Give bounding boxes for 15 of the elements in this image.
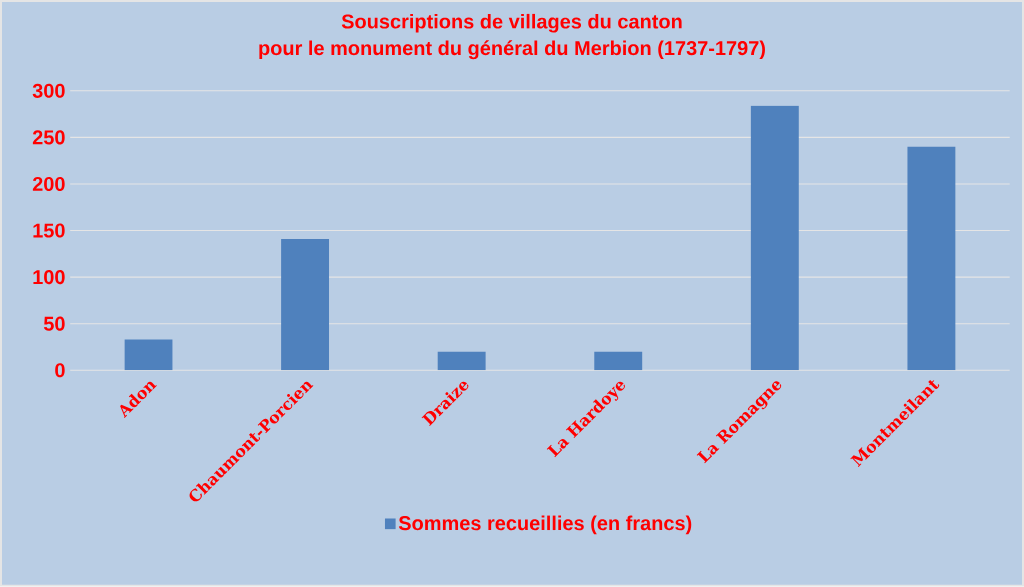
y-tick-label: 200: [32, 176, 65, 192]
y-tick-label: 150: [33, 223, 65, 238]
y-tick-label: 50: [43, 316, 65, 331]
bar: [281, 239, 330, 371]
y-tick-label: 250: [32, 130, 65, 145]
chart-title: Souscriptions de villages du canton pour le monument du général du Merbion (1737-1797): [259, 13, 765, 60]
y-tick-label: 0: [55, 363, 65, 378]
bar: [750, 105, 799, 371]
bar: [437, 351, 486, 371]
y-tick-label: 100: [33, 270, 65, 285]
legend-label: Sommes recueillies (en francs): [398, 515, 692, 535]
bar: [907, 146, 956, 371]
bar: [124, 339, 173, 371]
y-tick-label: 300: [32, 83, 65, 98]
bar: [594, 351, 643, 371]
